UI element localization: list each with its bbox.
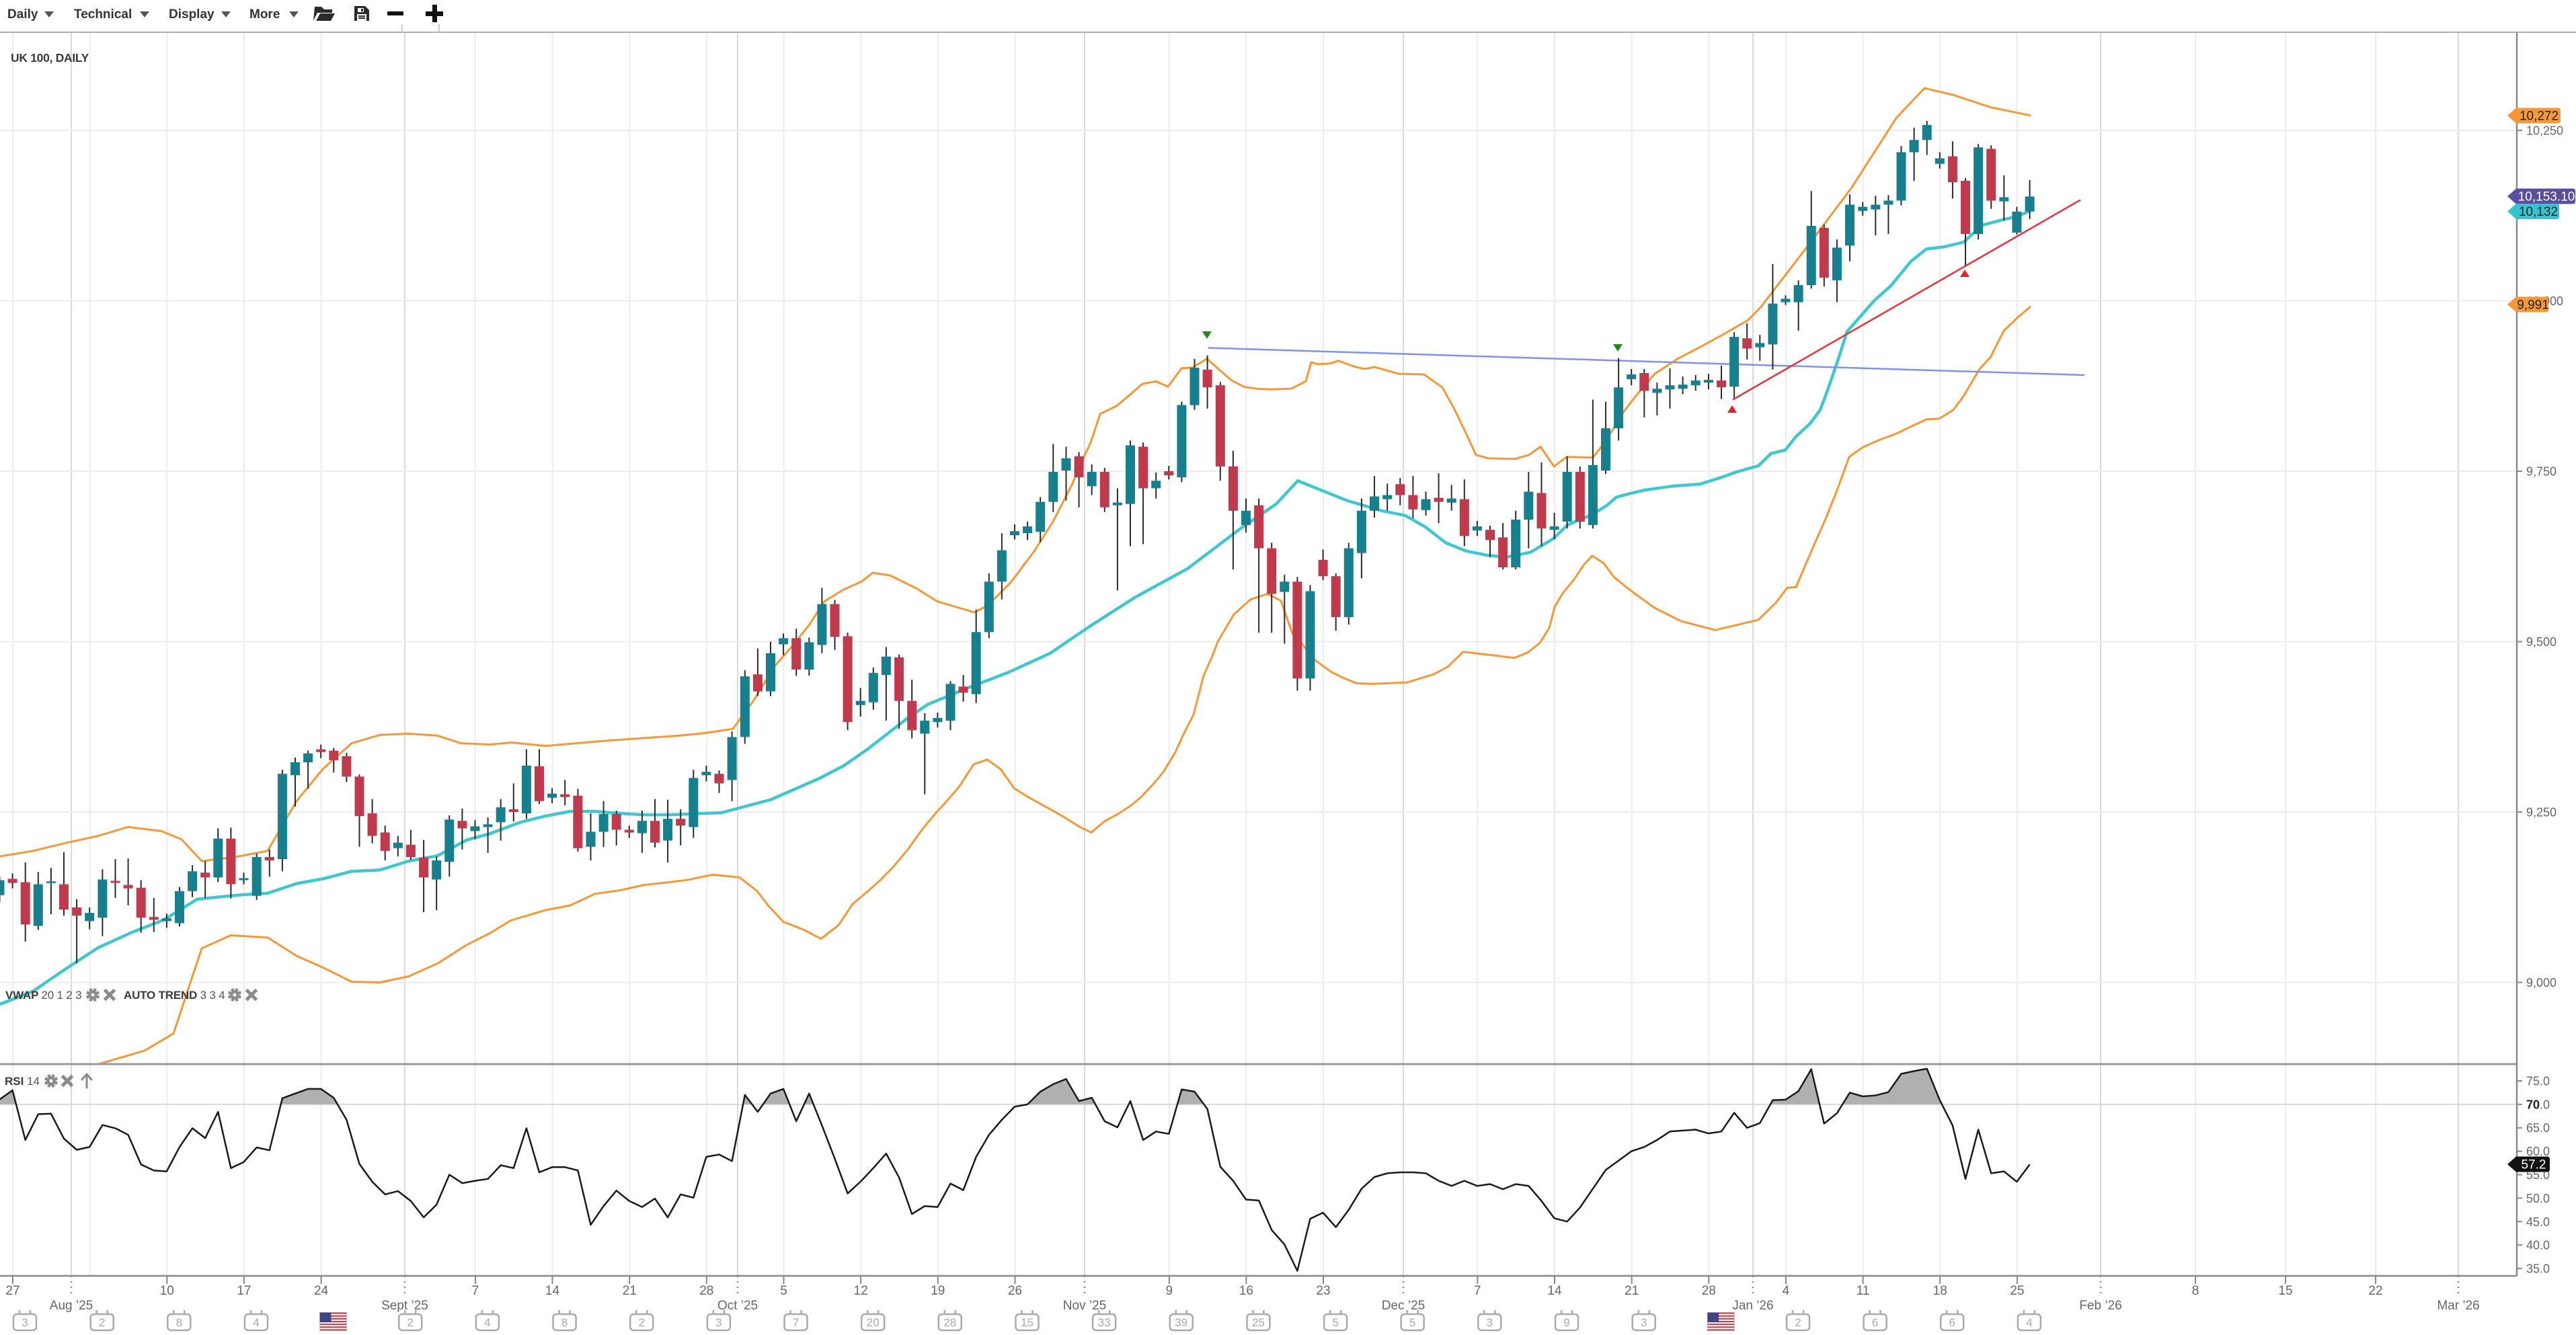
svg-text:14: 14: [545, 1284, 560, 1298]
svg-text:28: 28: [699, 1284, 713, 1298]
svg-text:VWAP 20 1 2 3: VWAP 20 1 2 3: [5, 989, 81, 1002]
svg-text:Dec ’25: Dec ’25: [1382, 1299, 1425, 1313]
svg-text:25: 25: [1252, 1316, 1265, 1329]
svg-text:75.0: 75.0: [2526, 1075, 2550, 1088]
svg-text:RSI 14: RSI 14: [5, 1075, 40, 1088]
svg-text:21: 21: [1625, 1284, 1639, 1298]
svg-text:28: 28: [943, 1316, 956, 1329]
svg-text:17: 17: [237, 1284, 251, 1298]
svg-text:4: 4: [2026, 1316, 2032, 1329]
svg-text:60.0: 60.0: [2526, 1145, 2550, 1158]
svg-text:10,250: 10,250: [2526, 124, 2563, 138]
svg-text:70.0: 70.0: [2526, 1098, 2550, 1111]
svg-text:23: 23: [1316, 1284, 1330, 1298]
svg-text:3: 3: [22, 1316, 28, 1329]
svg-text:45.0: 45.0: [2526, 1215, 2550, 1229]
svg-text:2: 2: [1795, 1316, 1801, 1329]
svg-text:4: 4: [1783, 1284, 1790, 1298]
svg-text:15: 15: [2278, 1284, 2292, 1298]
svg-text:2: 2: [638, 1316, 644, 1329]
svg-text:21: 21: [623, 1284, 637, 1298]
svg-text:26: 26: [1008, 1284, 1022, 1298]
svg-text:Daily: Daily: [7, 7, 38, 22]
svg-text:27: 27: [5, 1284, 19, 1298]
svg-text:40.0: 40.0: [2526, 1239, 2550, 1252]
svg-text:2: 2: [99, 1316, 105, 1329]
svg-text:16: 16: [1239, 1284, 1253, 1298]
svg-text:10,132: 10,132: [2519, 205, 2558, 219]
svg-text:Mar ’26: Mar ’26: [2437, 1299, 2479, 1313]
svg-text:5: 5: [780, 1284, 787, 1298]
svg-text:7: 7: [1474, 1284, 1481, 1298]
svg-text:5: 5: [1409, 1316, 1415, 1329]
svg-text:Oct ’25: Oct ’25: [717, 1299, 758, 1313]
svg-text:4: 4: [253, 1316, 259, 1329]
svg-text:6: 6: [1949, 1316, 1955, 1329]
svg-text:4: 4: [484, 1316, 490, 1329]
svg-text:24: 24: [314, 1284, 329, 1298]
svg-text:AUTO TREND 3 3 4: AUTO TREND 3 3 4: [124, 989, 225, 1002]
svg-text:12: 12: [854, 1284, 868, 1298]
svg-text:39: 39: [1175, 1316, 1187, 1329]
svg-text:9: 9: [1166, 1284, 1173, 1298]
svg-text:8: 8: [2192, 1284, 2199, 1298]
svg-text:Feb ’26: Feb ’26: [2079, 1299, 2121, 1313]
svg-text:UK 100, DAILY: UK 100, DAILY: [11, 51, 89, 65]
svg-text:Aug ’25: Aug ’25: [50, 1299, 93, 1313]
svg-text:28: 28: [1702, 1284, 1716, 1298]
svg-text:More: More: [249, 7, 280, 22]
svg-text:9,250: 9,250: [2526, 806, 2557, 819]
svg-text:35.0: 35.0: [2526, 1262, 2550, 1276]
svg-text:19: 19: [931, 1284, 945, 1298]
svg-text:3: 3: [1641, 1316, 1647, 1329]
svg-text:9,000: 9,000: [2526, 976, 2557, 989]
svg-text:7: 7: [793, 1316, 799, 1329]
svg-text:7: 7: [472, 1284, 479, 1298]
svg-text:Display: Display: [169, 7, 214, 22]
svg-text:9,500: 9,500: [2526, 635, 2557, 649]
svg-text:9: 9: [1563, 1316, 1569, 1329]
svg-text:11: 11: [1857, 1284, 1870, 1298]
svg-text:3: 3: [1487, 1316, 1493, 1329]
svg-text:Nov ’25: Nov ’25: [1063, 1299, 1106, 1313]
svg-text:Sept ’25: Sept ’25: [381, 1299, 428, 1313]
svg-text:18: 18: [1933, 1284, 1947, 1298]
svg-text:57.2: 57.2: [2522, 1158, 2546, 1172]
svg-text:10: 10: [160, 1284, 174, 1298]
svg-text:25: 25: [2010, 1284, 2024, 1298]
svg-text:Technical: Technical: [74, 7, 132, 22]
svg-text:33: 33: [1098, 1316, 1111, 1329]
svg-text:5: 5: [1332, 1316, 1338, 1329]
svg-text:9,750: 9,750: [2526, 465, 2557, 479]
svg-text:6: 6: [1872, 1316, 1878, 1329]
svg-text:15: 15: [1021, 1316, 1033, 1329]
svg-text:65.0: 65.0: [2526, 1121, 2550, 1135]
svg-text:10,153.10: 10,153.10: [2518, 190, 2575, 204]
svg-text:8: 8: [561, 1316, 568, 1329]
svg-text:22: 22: [2368, 1284, 2382, 1298]
svg-text:20: 20: [867, 1316, 880, 1329]
svg-text:70: 70: [2526, 1098, 2540, 1111]
svg-text:2: 2: [407, 1316, 413, 1329]
svg-text:14: 14: [1547, 1284, 1562, 1298]
svg-text:10,272: 10,272: [2520, 110, 2559, 124]
svg-text:8: 8: [176, 1316, 182, 1329]
svg-text:Jan ’26: Jan ’26: [1732, 1299, 1773, 1313]
svg-text:3: 3: [715, 1316, 721, 1329]
svg-text:50.0: 50.0: [2526, 1192, 2550, 1205]
svg-text:9,991: 9,991: [2517, 298, 2549, 313]
